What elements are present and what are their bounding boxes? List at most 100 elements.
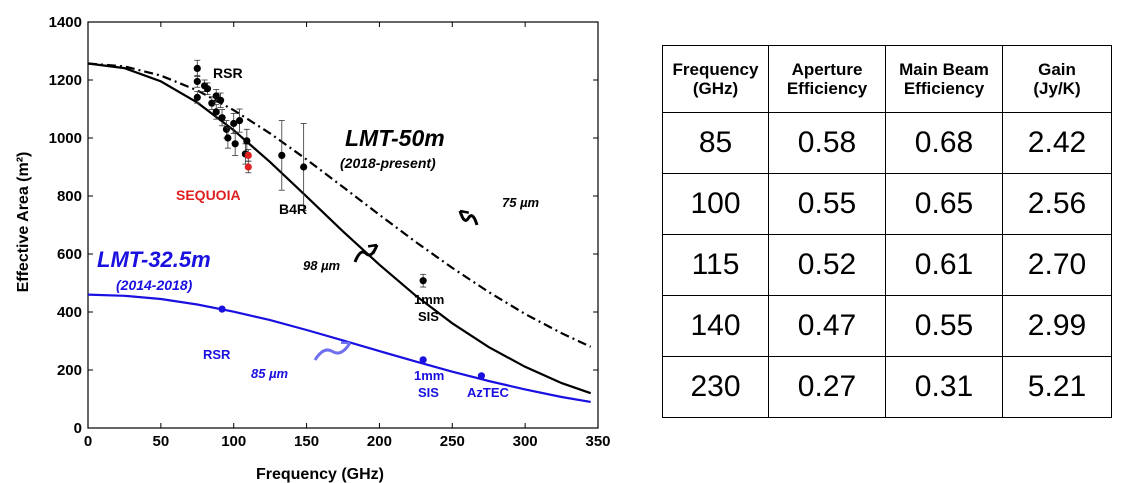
cell-frequency: 100 — [662, 173, 769, 235]
data-point — [231, 140, 239, 148]
lmt50-title: LMT-50m — [345, 125, 445, 151]
data-point — [278, 151, 286, 159]
y-tick-label: 200 — [57, 362, 82, 379]
cell-gain: 5.21 — [1002, 356, 1112, 418]
cell-frequency: 230 — [662, 356, 769, 418]
y-tick-label: 1200 — [49, 72, 82, 89]
data-point — [203, 85, 212, 93]
plot-frame — [87, 21, 599, 429]
data-point — [477, 372, 486, 380]
arrow-98um-head — [367, 243, 379, 254]
cell-aperture-efficiency: 0.52 — [768, 234, 886, 296]
data-point — [193, 64, 201, 72]
label-sis-top-1: 1mm — [414, 292, 444, 307]
data-point — [419, 356, 427, 364]
x-tick-label: 200 — [367, 433, 392, 450]
label-sis-bottom-2: SIS — [418, 385, 439, 400]
table-header-row: Frequency (GHz) Aperture Efficiency Main… — [662, 45, 1112, 113]
header-frequency: Frequency (GHz) — [662, 45, 769, 113]
cell-frequency: 85 — [662, 112, 769, 174]
x-axis-label: Frequency (GHz) — [256, 466, 384, 483]
data-point — [217, 96, 225, 104]
header-main-beam-efficiency: Main Beam Efficiency — [885, 45, 1003, 113]
lmt325-title: LMT-32.5m — [97, 247, 211, 272]
label-b4r: B4R — [279, 201, 307, 217]
data-points — [193, 59, 486, 380]
cell-main-beam-efficiency: 0.31 — [885, 356, 1003, 418]
table-row: 140 0.47 0.55 2.99 — [662, 295, 1112, 357]
arrow-75um-head — [458, 209, 470, 220]
effective-area-chart: 0 50 100 150 200 250 300 350 0 200 400 600 800 1000 1… — [15, 14, 611, 483]
data-point — [212, 108, 220, 116]
data-point — [244, 151, 252, 159]
data-point — [212, 92, 220, 100]
arrow-85um-head — [340, 341, 352, 352]
data-point — [193, 77, 201, 86]
data-point — [218, 305, 226, 313]
data-point — [218, 114, 226, 122]
cell-aperture-efficiency: 0.27 — [768, 356, 886, 418]
x-tick-label: 100 — [221, 433, 246, 450]
lmt325-curve — [87, 293, 591, 403]
label-rsr-bottom: RSR — [203, 347, 231, 362]
cell-aperture-efficiency: 0.55 — [768, 173, 886, 235]
x-tick-label: 0 — [84, 433, 92, 450]
label-sis-top-2: SIS — [418, 309, 439, 324]
x-tick-label: 300 — [513, 433, 538, 450]
y-tick-label: 1000 — [49, 130, 82, 147]
cell-frequency: 115 — [662, 234, 769, 296]
arrow-85um — [313, 342, 352, 361]
x-tick-label: 50 — [153, 433, 170, 450]
x-tick-label: 250 — [440, 433, 465, 450]
label-aztec: AzTEC — [467, 385, 510, 400]
wavy-arrows — [313, 209, 479, 361]
table-row: 115 0.52 0.61 2.70 — [662, 234, 1112, 296]
annotation-75um: 75 µm — [502, 195, 540, 210]
cell-gain: 2.70 — [1002, 234, 1112, 296]
cell-gain: 2.99 — [1002, 295, 1112, 357]
cell-aperture-efficiency: 0.47 — [768, 295, 886, 357]
y-tick-label: 0 — [74, 420, 82, 437]
data-point — [300, 163, 308, 171]
cell-main-beam-efficiency: 0.55 — [885, 295, 1003, 357]
data-point — [235, 117, 244, 125]
data-point — [243, 137, 251, 145]
y-tick-label: 1400 — [49, 14, 82, 31]
curves — [87, 62, 592, 403]
data-point — [208, 99, 216, 107]
cell-main-beam-efficiency: 0.65 — [885, 173, 1003, 235]
cell-frequency: 140 — [662, 295, 769, 357]
data-point — [419, 277, 427, 285]
annotation-98um: 98 µm — [303, 258, 341, 273]
axes-frame — [87, 21, 599, 429]
y-tick-label: 600 — [57, 246, 82, 263]
y-ticks: 0 200 400 600 800 1000 1200 1400 — [49, 14, 598, 437]
cell-gain: 2.42 — [1002, 112, 1112, 174]
data-point — [222, 125, 231, 133]
header-aperture-efficiency: Aperture Efficiency — [768, 45, 886, 113]
lmt50-98um-curve — [87, 62, 592, 395]
y-tick-label: 400 — [57, 304, 82, 321]
y-tick-label: 800 — [57, 188, 82, 205]
label-sis-bottom-1: 1mm — [414, 368, 444, 383]
x-tick-label: 350 — [585, 433, 610, 450]
data-point — [244, 163, 252, 171]
cell-aperture-efficiency: 0.58 — [768, 112, 886, 174]
table-row: 85 0.58 0.68 2.42 — [662, 112, 1112, 174]
y-axis-label: Effective Area (m²) — [15, 152, 32, 293]
cell-gain: 2.56 — [1002, 173, 1112, 235]
lmt50-curve — [87, 62, 592, 348]
data-point — [224, 134, 232, 142]
table-row: 230 0.27 0.31 5.21 — [662, 356, 1112, 418]
label-rsr-top: RSR — [213, 65, 243, 81]
annotation-85um: 85 µm — [251, 366, 289, 381]
label-sequoia: SEQUOIA — [176, 187, 241, 203]
lmt325-subtitle: (2014-2018) — [116, 277, 193, 293]
x-ticks: 0 50 100 150 200 250 300 350 — [84, 22, 611, 450]
efficiency-table: Frequency (GHz) Aperture Efficiency Main… — [662, 45, 1112, 418]
data-point — [230, 119, 238, 128]
x-tick-label: 150 — [294, 433, 319, 450]
cell-main-beam-efficiency: 0.68 — [885, 112, 1003, 174]
header-gain: Gain (Jy/K) — [1002, 45, 1112, 113]
lmt50-subtitle: (2018-present) — [340, 155, 436, 171]
